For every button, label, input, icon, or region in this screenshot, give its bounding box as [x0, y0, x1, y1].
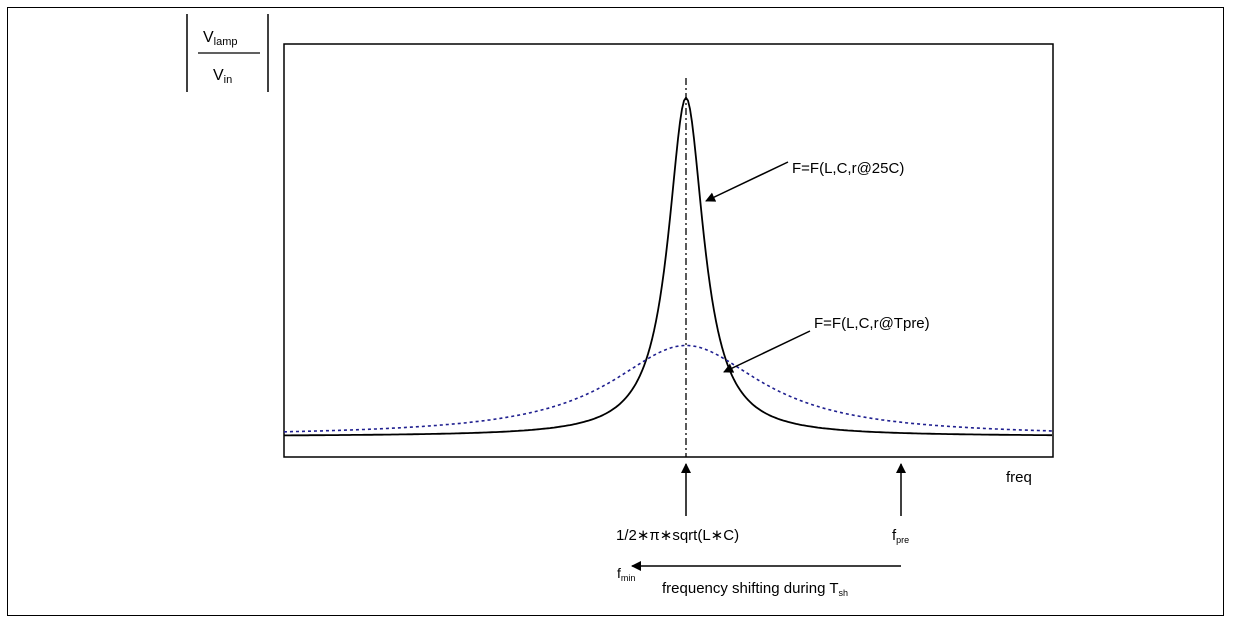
- curve-tpre-label: F=F(L,C,r@Tpre): [814, 315, 930, 332]
- frequency-shift-text: frequency shifting during Tsh: [662, 580, 848, 598]
- curve-tpre: [284, 344, 1052, 433]
- curve-25c-label: F=F(L,C,r@25C): [792, 160, 904, 177]
- y-axis-label: Vlamp Vin: [186, 14, 269, 92]
- curve-25c: [284, 96, 1052, 437]
- fpre-label: fpre: [892, 527, 909, 545]
- resonance-label: 1/2∗π∗sqrt(L∗C): [616, 527, 739, 544]
- callout-arrow-tpre: [723, 330, 811, 373]
- x-axis-label: freq: [1006, 469, 1032, 486]
- plot-area: [283, 43, 1054, 458]
- callout-arrow-25c: [705, 161, 789, 202]
- y-label-denominator: Vin: [213, 67, 232, 86]
- y-label-numerator: Vlamp: [203, 29, 238, 48]
- fmin-label: fmin: [617, 565, 635, 583]
- figure-frame: [7, 7, 1224, 616]
